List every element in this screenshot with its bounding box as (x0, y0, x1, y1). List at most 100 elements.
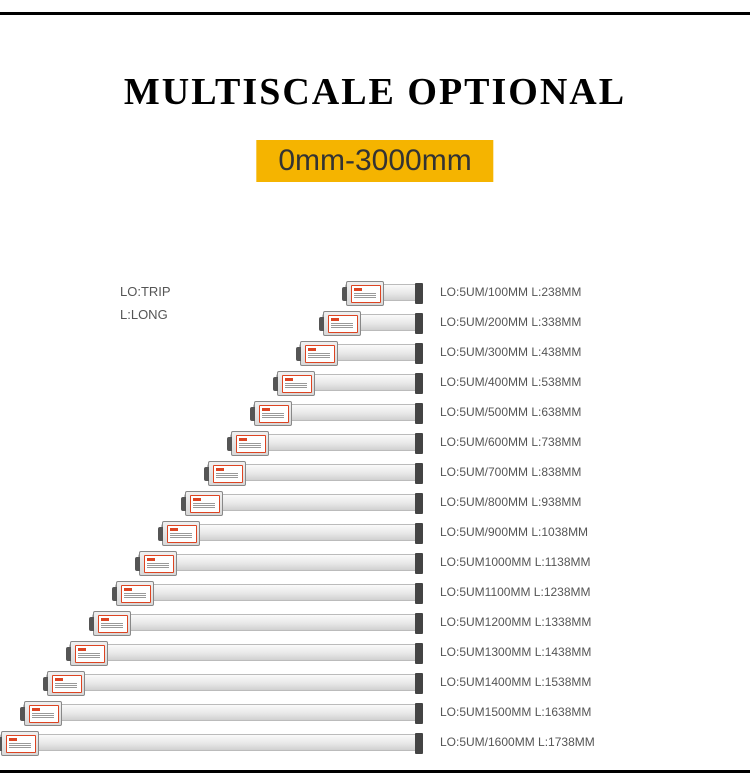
scale-row: LO:5UM/900MM L:1038MM (0, 520, 750, 550)
scale-sticker (6, 735, 36, 753)
scale-endcap (415, 643, 423, 664)
scale-label: LO:5UM/100MM L:238MM (440, 285, 581, 299)
scale-bar (138, 554, 420, 571)
range-badge: 0mm-3000mm (256, 140, 493, 182)
scale-label: LO:5UM/400MM L:538MM (440, 375, 581, 389)
scale-label: LO:5UM/200MM L:338MM (440, 315, 581, 329)
scale-sticker (167, 525, 197, 543)
scale-chart: LO:5UM/100MM L:238MM LO:5UM/200MM L:338MM… (0, 280, 750, 760)
scale-row: LO:5UM1100MM L:1238MM (0, 580, 750, 610)
scale-bar (92, 614, 420, 631)
scale-row: LO:5UM1200MM L:1338MM (0, 610, 750, 640)
scale-sticker (213, 465, 243, 483)
scale-slider (300, 341, 338, 366)
scale-slider (162, 521, 200, 546)
scale-endcap (415, 493, 423, 514)
scale-sticker (236, 435, 266, 453)
scale-sticker (98, 615, 128, 633)
scale-endcap (415, 463, 423, 484)
scale-bar (161, 524, 420, 541)
scale-row: LO:5UM/600MM L:738MM (0, 430, 750, 460)
scale-slider (346, 281, 384, 306)
scale-slider (116, 581, 154, 606)
scale-bar (46, 674, 420, 691)
scale-bar (207, 464, 420, 481)
scale-slider (70, 641, 108, 666)
top-divider (0, 12, 750, 15)
scale-row: LO:5UM1000MM L:1138MM (0, 550, 750, 580)
scale-label: LO:5UM/1600MM L:1738MM (440, 735, 595, 749)
scale-sticker (52, 675, 82, 693)
scale-label: LO:5UM/700MM L:838MM (440, 465, 581, 479)
scale-endcap (415, 673, 423, 694)
scale-sticker (144, 555, 174, 573)
scale-slider (47, 671, 85, 696)
scale-label: LO:5UM/900MM L:1038MM (440, 525, 588, 539)
scale-bar (322, 314, 420, 331)
scale-slider (24, 701, 62, 726)
scale-sticker (328, 315, 358, 333)
scale-endcap (415, 283, 423, 304)
scale-label: LO:5UM1500MM L:1638MM (440, 705, 591, 719)
scale-slider (93, 611, 131, 636)
scale-slider (185, 491, 223, 516)
scale-slider (323, 311, 361, 336)
scale-endcap (415, 703, 423, 724)
scale-endcap (415, 403, 423, 424)
scale-sticker (282, 375, 312, 393)
scale-bar (253, 404, 420, 421)
scale-row: LO:5UM1400MM L:1538MM (0, 670, 750, 700)
scale-endcap (415, 343, 423, 364)
scale-endcap (415, 523, 423, 544)
scale-endcap (415, 583, 423, 604)
scale-slider (208, 461, 246, 486)
scale-sticker (305, 345, 335, 363)
scale-bar (345, 284, 420, 301)
scale-slider (277, 371, 315, 396)
scale-endcap (415, 733, 423, 754)
scale-label: LO:5UM1000MM L:1138MM (440, 555, 591, 569)
scale-slider (139, 551, 177, 576)
scale-row: LO:5UM/1600MM L:1738MM (0, 730, 750, 760)
scale-row: LO:5UM/500MM L:638MM (0, 400, 750, 430)
scale-sticker (351, 285, 381, 303)
scale-sticker (259, 405, 289, 423)
scale-bar (69, 644, 420, 661)
scale-endcap (415, 373, 423, 394)
scale-row: LO:5UM/400MM L:538MM (0, 370, 750, 400)
scale-label: LO:5UM/800MM L:938MM (440, 495, 581, 509)
scale-label: LO:5UM/300MM L:438MM (440, 345, 581, 359)
scale-label: LO:5UM1200MM L:1338MM (440, 615, 591, 629)
bottom-divider (0, 770, 750, 773)
scale-bar (276, 374, 420, 391)
scale-label: LO:5UM1100MM L:1238MM (440, 585, 591, 599)
scale-row: LO:5UM/100MM L:238MM (0, 280, 750, 310)
scale-label: LO:5UM1400MM L:1538MM (440, 675, 591, 689)
scale-row: LO:5UM/700MM L:838MM (0, 460, 750, 490)
scale-row: LO:5UM/800MM L:938MM (0, 490, 750, 520)
scale-bar (184, 494, 420, 511)
title: MULTISCALE OPTIONAL (0, 70, 750, 114)
scale-bar (0, 734, 420, 751)
scale-bar (23, 704, 420, 721)
scale-bar (115, 584, 420, 601)
scale-label: LO:5UM1300MM L:1438MM (440, 645, 591, 659)
scale-slider (254, 401, 292, 426)
scale-row: LO:5UM/200MM L:338MM (0, 310, 750, 340)
scale-endcap (415, 313, 423, 334)
scale-row: LO:5UM/300MM L:438MM (0, 340, 750, 370)
scale-slider (231, 431, 269, 456)
scale-label: LO:5UM/600MM L:738MM (440, 435, 581, 449)
scale-row: LO:5UM1500MM L:1638MM (0, 700, 750, 730)
scale-sticker (121, 585, 151, 603)
scale-bar (299, 344, 420, 361)
scale-sticker (29, 705, 59, 723)
scale-bar (230, 434, 420, 451)
scale-label: LO:5UM/500MM L:638MM (440, 405, 581, 419)
scale-row: LO:5UM1300MM L:1438MM (0, 640, 750, 670)
scale-sticker (75, 645, 105, 663)
scale-endcap (415, 613, 423, 634)
scale-slider (1, 731, 39, 756)
scale-sticker (190, 495, 220, 513)
scale-endcap (415, 433, 423, 454)
